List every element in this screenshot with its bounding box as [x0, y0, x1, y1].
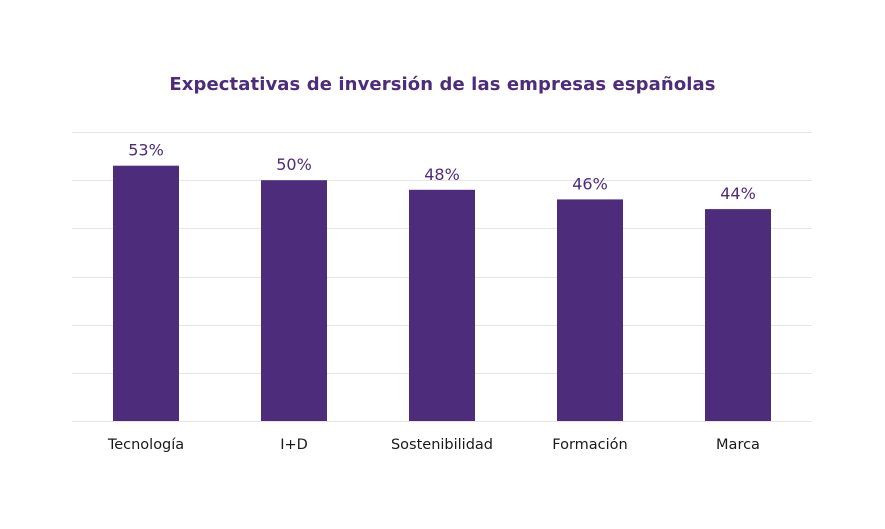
value-label-0: 53%	[128, 141, 164, 160]
category-label-0: Tecnología	[107, 437, 184, 453]
category-labels: Tecnología I+D Sostenibilidad Formación Marc…	[107, 437, 760, 453]
bar-1	[261, 180, 327, 421]
bar-3	[557, 199, 623, 421]
value-label-1: 50%	[276, 155, 312, 174]
category-label-3: Formación	[552, 437, 627, 453]
value-labels: 53% 50% 48% 46% 44%	[128, 141, 756, 203]
bars	[113, 165, 771, 421]
bar-2	[409, 189, 475, 421]
category-label-4: Marca	[716, 437, 760, 453]
category-label-1: I+D	[280, 437, 308, 453]
bar-4	[705, 209, 771, 421]
category-label-2: Sostenibilidad	[391, 437, 493, 453]
value-label-2: 48%	[424, 165, 460, 184]
value-label-4: 44%	[720, 184, 756, 203]
value-label-3: 46%	[572, 174, 608, 193]
bar-0	[113, 165, 179, 421]
chart-title: Expectativas de inversión de las empresa…	[169, 74, 716, 95]
